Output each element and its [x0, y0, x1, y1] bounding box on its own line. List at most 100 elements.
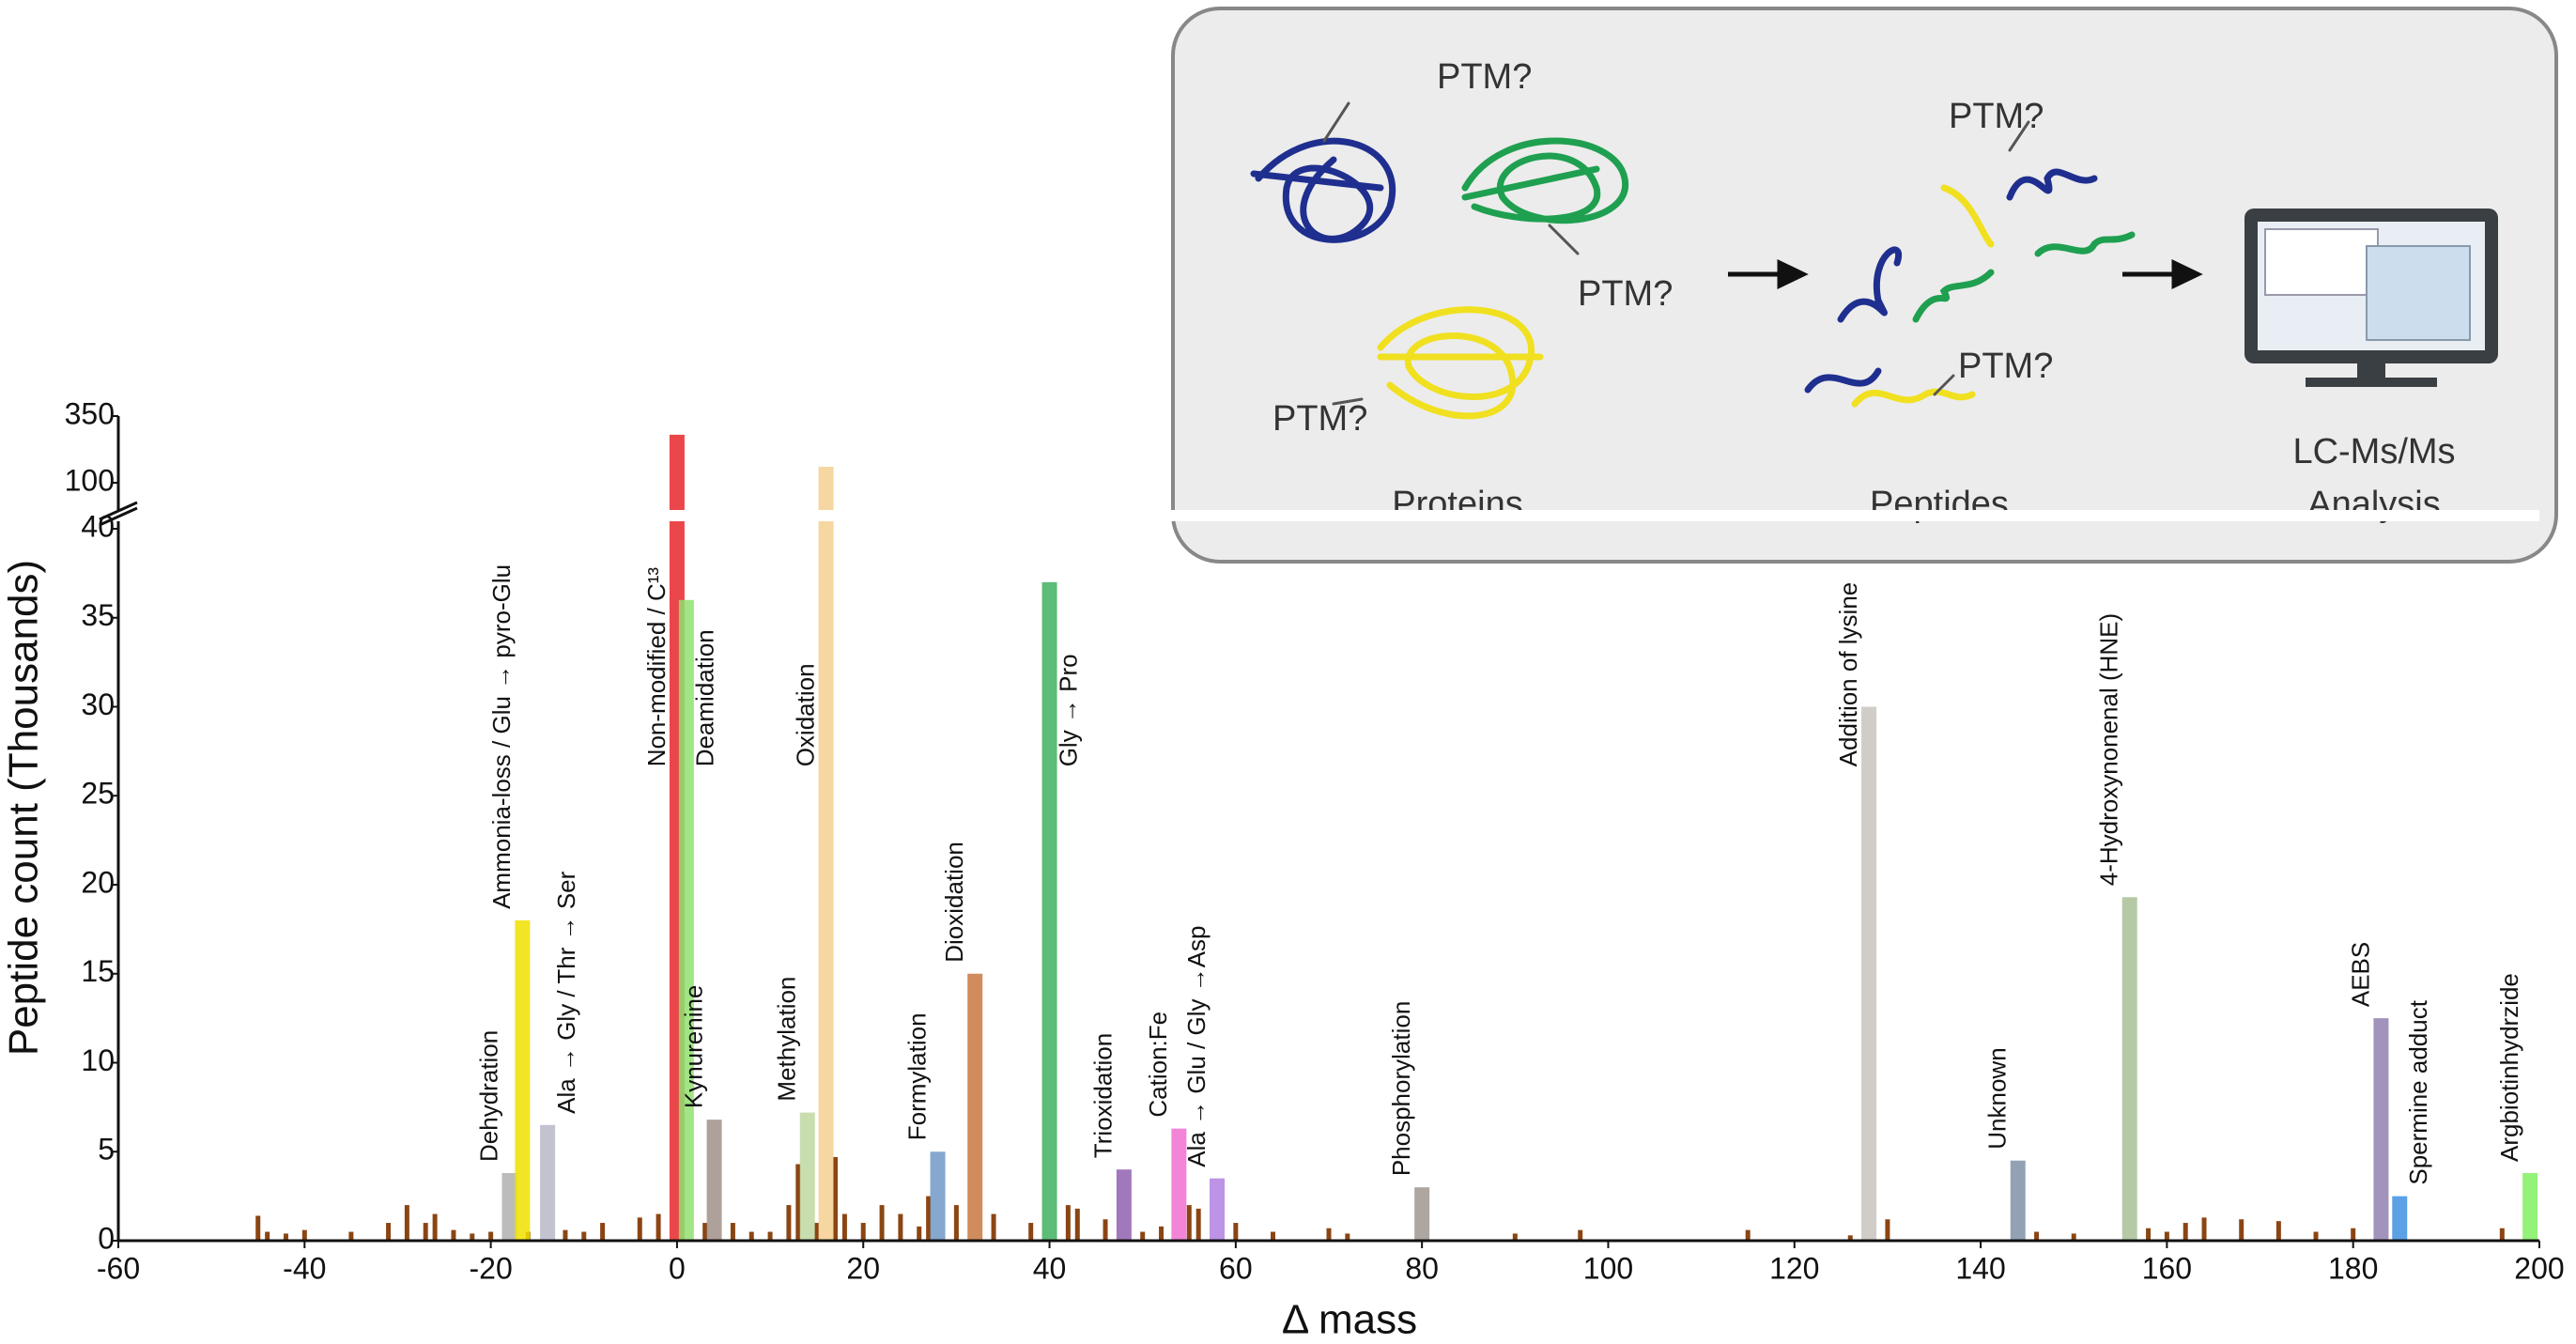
y-tick-label: 100 [65, 463, 115, 497]
bar-label: Ala → Gly / Thr → Ser [552, 871, 580, 1113]
minor-bar [432, 1213, 438, 1241]
x-tick-label: 120 [1769, 1251, 1819, 1285]
bar [1116, 1169, 1132, 1241]
x-tick-label: -60 [97, 1251, 140, 1285]
peptides-art [1804, 120, 2136, 408]
bar [2121, 897, 2137, 1241]
bar [1041, 581, 1057, 1241]
bar [706, 1120, 722, 1241]
minor-bar [926, 1196, 932, 1241]
minor-bar [2071, 1233, 2076, 1241]
bar-label: Ala → Glu / Gly →Asp [1182, 925, 1211, 1166]
bar-label: Methylation [773, 977, 801, 1102]
minor-bar [832, 1156, 838, 1241]
x-tick-label: 80 [1405, 1251, 1439, 1285]
x-tick-label: 0 [669, 1251, 686, 1285]
proteins-art [1250, 101, 1628, 420]
minor-bar [814, 1223, 820, 1241]
x-tick-label: 160 [2142, 1251, 2192, 1285]
bar-label: Cation:Fe [1144, 1012, 1172, 1118]
x-tick-label: 140 [1955, 1251, 2005, 1285]
bar-label: Formylation [902, 1012, 931, 1140]
x-tick-label: 60 [1219, 1251, 1253, 1285]
minor-bar [563, 1229, 568, 1241]
bar [1171, 1128, 1187, 1241]
minor-bar [898, 1213, 903, 1241]
minor-bar [2183, 1223, 2188, 1241]
minor-bar [1345, 1233, 1350, 1241]
y-tick-label: 35 [81, 598, 115, 632]
minor-bar [301, 1229, 307, 1241]
minor-bar [386, 1223, 392, 1241]
axis-break-gap [100, 510, 2539, 521]
minor-bar [1103, 1219, 1108, 1241]
bar-label: Oxidation [791, 663, 819, 766]
bar-label: Ammonia-loss / Glu → pyro-Glu [487, 564, 516, 909]
monitor-icon [2244, 209, 2498, 387]
bar [2522, 1172, 2538, 1241]
minor-bar [1065, 1205, 1071, 1241]
minor-bar [1512, 1233, 1518, 1241]
bar [930, 1151, 946, 1241]
y-tick-label: 5 [98, 1133, 115, 1166]
minor-bar [470, 1233, 475, 1241]
minor-bar [348, 1231, 354, 1241]
bar-label: Argbiotinhydrzide [2495, 973, 2523, 1162]
minor-bar [860, 1223, 866, 1241]
minor-bar [991, 1213, 996, 1241]
x-tick-label: -40 [283, 1251, 326, 1285]
minor-bar [1326, 1228, 1332, 1241]
axis-break-mark [99, 506, 138, 527]
bar-label: Addition of lysine [1834, 582, 1862, 767]
minor-bar [2201, 1217, 2207, 1241]
bar-label: Unknown [1983, 1047, 2012, 1149]
bar-label: Deamidation [691, 629, 719, 766]
minor-bar [702, 1223, 708, 1241]
bar [799, 1112, 815, 1241]
minor-bar [953, 1205, 959, 1241]
minor-bar [2499, 1228, 2505, 1241]
bar [967, 973, 983, 1241]
bar [818, 466, 834, 1242]
bar-label: Trioxidation [1089, 1033, 1118, 1158]
minor-bar [1745, 1229, 1751, 1241]
y-tick-label: 25 [81, 777, 115, 811]
minor-bar [600, 1223, 606, 1241]
y-tick-label: 20 [81, 865, 115, 899]
x-tick-label: 200 [2514, 1251, 2564, 1285]
bar-label: Phosphorylation [1387, 1001, 1415, 1176]
minor-bar [2164, 1231, 2169, 1241]
minor-bar [255, 1215, 261, 1241]
minor-bar [1159, 1226, 1165, 1241]
minor-bar [748, 1231, 754, 1241]
minor-bar [1074, 1208, 1080, 1241]
bar [678, 599, 694, 1241]
bar-label: Dehydration [474, 1030, 502, 1162]
arrows [1728, 259, 2203, 289]
x-tick-label: 20 [846, 1251, 880, 1285]
inset: PTM? PTM? PTM? PTM? PTM? Proteins Peptid… [1171, 7, 2558, 564]
minor-bar [656, 1213, 661, 1241]
bar [2392, 1196, 2408, 1241]
bar [1414, 1187, 1430, 1241]
bar [515, 919, 531, 1241]
minor-bar [917, 1226, 922, 1241]
minor-bar [786, 1205, 792, 1241]
ptm-label: PTM? [1949, 97, 2044, 136]
ptm-label: PTM? [1273, 399, 1367, 439]
bar-label: Spermine adduct [2404, 999, 2432, 1184]
minor-bar [1233, 1223, 1239, 1241]
minor-bar [404, 1205, 409, 1241]
bar-label: Non-modified / C¹³ [642, 567, 671, 767]
minor-bar [2034, 1231, 2040, 1241]
ptm-label: PTM? [1437, 57, 1532, 97]
minor-bar [1140, 1231, 1146, 1241]
analysis-label: LC-Ms/Ms [2292, 432, 2455, 471]
y-tick-label: 15 [81, 954, 115, 988]
minor-bar [1028, 1223, 1034, 1241]
minor-bar [2351, 1228, 2356, 1241]
minor-bar [283, 1233, 288, 1241]
bar [540, 1124, 556, 1241]
